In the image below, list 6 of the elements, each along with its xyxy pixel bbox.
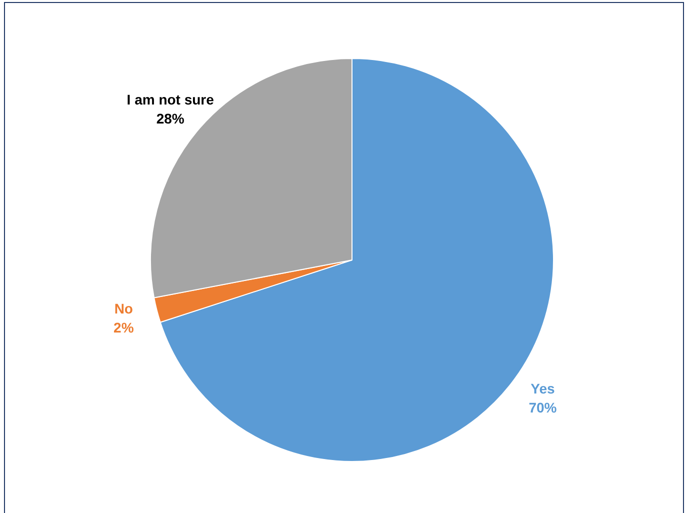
slice-label: Yes: [530, 380, 556, 396]
slice-label: I am not sure: [126, 92, 214, 108]
data-label: 2%: [114, 319, 134, 336]
slice-label: No: [114, 300, 133, 316]
data-label: 70%: [528, 399, 558, 416]
data-label: 28%: [156, 110, 185, 127]
